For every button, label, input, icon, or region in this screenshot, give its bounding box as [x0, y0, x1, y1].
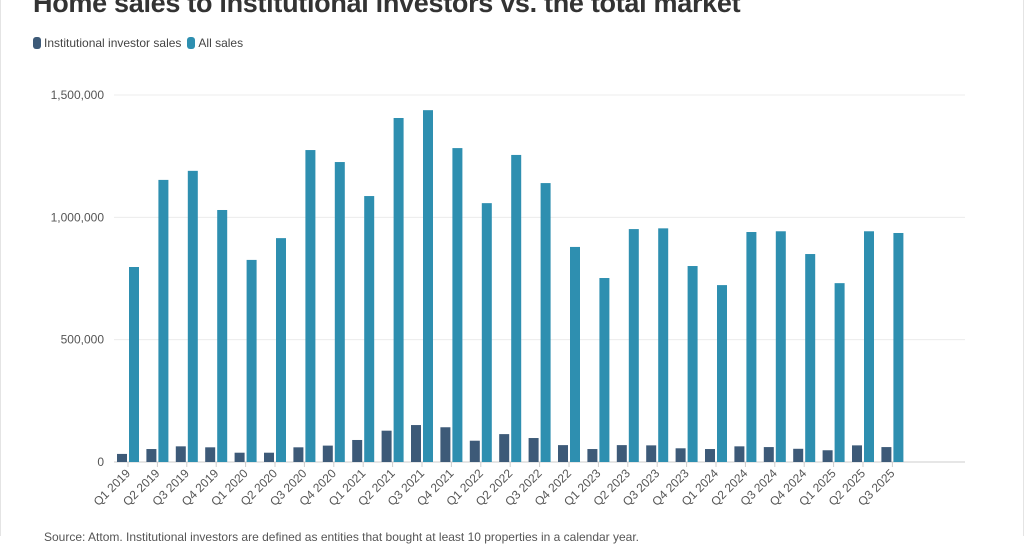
bar-institutional [205, 447, 216, 462]
bar-institutional [499, 434, 510, 462]
bar-institutional [264, 452, 274, 462]
bar-institutional [528, 438, 539, 462]
y-tick-label: 0 [97, 455, 104, 469]
bar-institutional [705, 449, 715, 462]
bar-institutional [381, 430, 392, 462]
bar-all-sales [334, 162, 345, 462]
bar-institutional [616, 445, 627, 462]
bar-institutional [646, 445, 657, 462]
bar-all-sales [834, 283, 845, 462]
y-tick-label: 500,000 [61, 333, 105, 347]
bar-all-sales [481, 203, 492, 462]
bar-all-sales [129, 267, 139, 462]
bar-institutional [822, 450, 833, 462]
bar-institutional [734, 446, 745, 462]
bar-all-sales [893, 232, 904, 462]
bar-institutional [881, 447, 892, 462]
bar-institutional [793, 448, 804, 462]
bar-all-sales [393, 117, 404, 463]
bar-all-sales [717, 285, 727, 462]
bar-all-sales [452, 148, 463, 463]
bar-institutional [352, 439, 363, 462]
bar-institutional [293, 447, 304, 462]
legend-item-institutional[interactable]: Institutional investor sales [33, 36, 181, 50]
bar-institutional [852, 445, 862, 462]
bar-all-sales [217, 209, 228, 462]
bar-institutional [234, 452, 245, 462]
bar-all-sales [187, 170, 198, 462]
legend-label-all-sales: All sales [198, 36, 244, 50]
bar-all-sales [658, 228, 669, 462]
bar-institutional [440, 427, 451, 462]
y-tick-label: 1,000,000 [51, 210, 105, 224]
bar-all-sales [687, 266, 698, 462]
bar-institutional [322, 445, 333, 462]
bar-all-sales [628, 229, 639, 462]
bar-all-sales [746, 232, 757, 462]
bar-all-sales [276, 238, 286, 462]
legend-item-all-sales[interactable]: All sales [187, 36, 243, 50]
bar-all-sales [511, 154, 522, 462]
bar-institutional [146, 449, 157, 462]
legend-swatch-institutional [33, 37, 41, 49]
bar-all-sales [775, 231, 786, 462]
bar-all-sales [423, 110, 433, 462]
legend-swatch-all-sales [187, 37, 196, 49]
bar-all-sales [246, 259, 257, 462]
bar-institutional [469, 440, 480, 462]
y-tick-label: 1,500,000 [51, 88, 105, 102]
bar-institutional [411, 425, 421, 462]
bar-all-sales [540, 183, 551, 462]
bar-all-sales [305, 150, 316, 463]
chart-title: Home sales to institutional investors vs… [33, 0, 741, 18]
bar-institutional [117, 453, 127, 462]
bar-institutional [587, 449, 598, 462]
source-note: Source: Attom. Institutional investors a… [44, 530, 640, 544]
legend: Institutional investor sales All sales [33, 36, 249, 50]
bar-institutional [675, 448, 686, 462]
legend-label-institutional: Institutional investor sales [44, 36, 182, 50]
bar-all-sales [158, 179, 169, 462]
bar-institutional [175, 446, 186, 462]
bar-all-sales [805, 254, 816, 462]
bar-all-sales [570, 246, 580, 462]
bar-all-sales [364, 196, 375, 462]
bar-institutional [558, 445, 568, 462]
bar-all-sales [864, 231, 874, 462]
bar-all-sales [599, 278, 610, 462]
bar-institutional [763, 447, 774, 462]
